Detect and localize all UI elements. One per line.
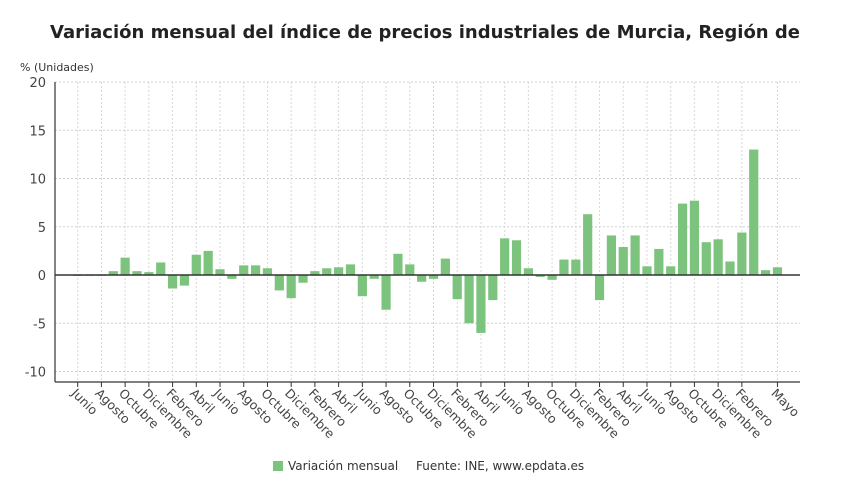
bar-5 — [132, 271, 142, 275]
bar-39 — [535, 275, 545, 277]
bar-14 — [239, 265, 249, 275]
bar-32 — [452, 275, 462, 300]
bar-43 — [583, 214, 593, 275]
bar-42 — [571, 259, 581, 275]
bar-57 — [749, 149, 759, 275]
bar-46 — [618, 247, 628, 275]
bar-17 — [274, 275, 284, 291]
bar-34 — [476, 275, 486, 333]
bar-55 — [725, 261, 735, 275]
bar-3 — [108, 271, 118, 275]
bar-41 — [559, 259, 569, 275]
legend-label: Variación mensual — [288, 459, 398, 473]
bar-11 — [203, 250, 213, 275]
bar-19 — [298, 275, 308, 283]
bar-49 — [654, 248, 664, 275]
bar-37 — [511, 240, 522, 275]
x-tick-label: Junio — [68, 385, 101, 418]
bar-22 — [334, 267, 344, 275]
bar-54 — [713, 239, 723, 275]
bar-45 — [606, 235, 616, 275]
legend: Variación mensual Fuente: INE, www.epdat… — [273, 459, 584, 473]
y-tick-label: -5 — [33, 317, 46, 332]
y-axis-ticks: -10 -5 0 5 10 15 20 — [25, 76, 46, 381]
bar-33 — [464, 275, 474, 324]
bar-52 — [689, 200, 700, 275]
bar-18 — [286, 275, 296, 299]
bar-35 — [488, 275, 498, 301]
bar-13 — [227, 275, 237, 279]
chart-title: Variación mensual del índice de precios … — [50, 22, 800, 43]
bar-10 — [191, 254, 201, 275]
x-tick-label: Junio — [637, 385, 670, 418]
bar-30 — [428, 275, 439, 279]
bar-9 — [179, 275, 190, 286]
bar-59 — [772, 267, 783, 275]
bar-40 — [547, 275, 557, 280]
bar-50 — [666, 266, 676, 275]
bar-51 — [677, 203, 688, 275]
bar-25 — [369, 275, 379, 279]
bar-48 — [642, 266, 652, 275]
bar-38 — [523, 268, 533, 275]
bar-44 — [594, 275, 605, 301]
bar-56 — [737, 232, 747, 275]
y-tick-label: 20 — [29, 76, 46, 91]
bar-31 — [440, 258, 450, 275]
bar-8 — [167, 275, 178, 289]
bar-7 — [156, 262, 166, 275]
bar-15 — [251, 265, 261, 275]
y-tick-label: 0 — [38, 269, 46, 284]
gridlines — [55, 81, 800, 382]
bar-36 — [500, 238, 510, 275]
bar-27 — [393, 253, 403, 275]
y-tick-label: 15 — [29, 124, 46, 139]
bar-20 — [310, 271, 320, 275]
bar-29 — [417, 275, 427, 282]
bar-21 — [322, 268, 332, 275]
y-tick-label: 10 — [29, 173, 46, 188]
bar-53 — [701, 242, 711, 275]
bar-24 — [357, 275, 367, 297]
y-tick-label: 5 — [38, 221, 46, 236]
x-axis-ticks: JunioAgostoOctubreDiciembreFebreroAbrilJ… — [68, 382, 803, 441]
legend-swatch — [273, 461, 283, 471]
x-tick-label: Junio — [495, 385, 528, 418]
bar-58 — [760, 270, 771, 275]
x-tick-label: Junio — [210, 385, 243, 418]
bar-28 — [405, 264, 415, 275]
bar-26 — [381, 275, 391, 310]
bar-6 — [144, 272, 154, 275]
bar-23 — [345, 264, 356, 275]
bar-16 — [262, 268, 273, 275]
x-tick-label: Junio — [353, 385, 386, 418]
bar-47 — [630, 235, 640, 275]
source-note: Fuente: INE, www.epdata.es — [416, 459, 584, 473]
bar-4 — [120, 257, 130, 275]
y-tick-label: -10 — [25, 366, 46, 381]
y-axis-label: % (Unidades) — [20, 61, 94, 74]
bars — [73, 149, 783, 333]
bar-12 — [215, 269, 225, 275]
